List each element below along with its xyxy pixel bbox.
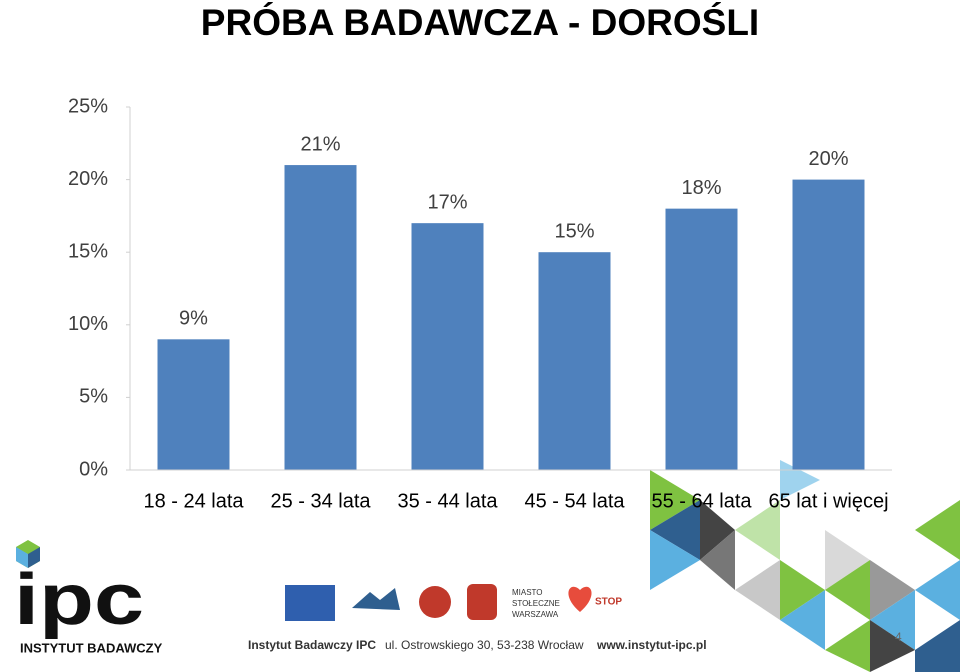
logo-mark: ipc bbox=[14, 560, 144, 640]
bar bbox=[538, 252, 611, 470]
y-tick-label: 20% bbox=[68, 168, 108, 190]
partner-text: MIASTO bbox=[512, 588, 543, 597]
value-label: 17% bbox=[427, 191, 467, 213]
y-tick-label: 15% bbox=[68, 240, 108, 262]
value-label: 21% bbox=[300, 133, 340, 155]
warsaw-crest bbox=[467, 584, 497, 620]
bar bbox=[792, 179, 865, 470]
partner-text: STOŁECZNE bbox=[512, 599, 560, 608]
life-logo bbox=[285, 585, 335, 621]
decor bbox=[650, 460, 960, 672]
ipc-logo: ipc INSTYTUT BADAWCZY bbox=[14, 540, 163, 655]
x-tick-label: 45 - 54 lata bbox=[524, 490, 625, 512]
partner-text: WARSZAWA bbox=[512, 610, 559, 619]
value-label: 15% bbox=[554, 220, 594, 242]
natura-logo bbox=[352, 588, 400, 610]
bar bbox=[284, 165, 357, 470]
y-tick-label: 25% bbox=[68, 95, 108, 117]
stop-logo bbox=[568, 586, 592, 612]
bar bbox=[665, 208, 738, 470]
footer-org: Instytut Badawczy IPC bbox=[248, 638, 376, 652]
nfosigw-logo bbox=[419, 586, 451, 618]
logo-name: INSTYTUT BADAWCZY bbox=[20, 640, 163, 655]
value-label: 20% bbox=[808, 148, 848, 170]
chart: 0% 5% 10% 15% 20% 25% 9% 18 - 24 lata 21% 25 - 34… bbox=[68, 95, 892, 512]
y-tick-label: 0% bbox=[79, 458, 108, 480]
bar bbox=[411, 223, 484, 470]
x-tick-label: 65 lat i więcej bbox=[768, 490, 888, 512]
y-tick-label: 5% bbox=[79, 386, 108, 408]
chart-title: PRÓBA BADAWCZA - DOROŚLI bbox=[201, 1, 759, 43]
page-number: 4 bbox=[895, 630, 902, 644]
value-label: 9% bbox=[179, 308, 208, 330]
x-tick-label: 18 - 24 lata bbox=[143, 490, 244, 512]
value-label: 18% bbox=[681, 177, 721, 199]
partner-logos: MIASTO STOŁECZNE WARSZAWA STOP bbox=[285, 584, 622, 621]
bar bbox=[157, 339, 230, 470]
footer-url: www.instytut-ipc.pl bbox=[596, 638, 707, 652]
partner-text: STOP bbox=[595, 597, 622, 608]
x-tick-label: 35 - 44 lata bbox=[397, 490, 498, 512]
footer-address: ul. Ostrowskiego 30, 53-238 Wrocław bbox=[385, 638, 584, 652]
x-tick-label: 55 - 64 lata bbox=[651, 490, 752, 512]
x-tick-label: 25 - 34 lata bbox=[270, 490, 371, 512]
y-tick-label: 10% bbox=[68, 313, 108, 335]
